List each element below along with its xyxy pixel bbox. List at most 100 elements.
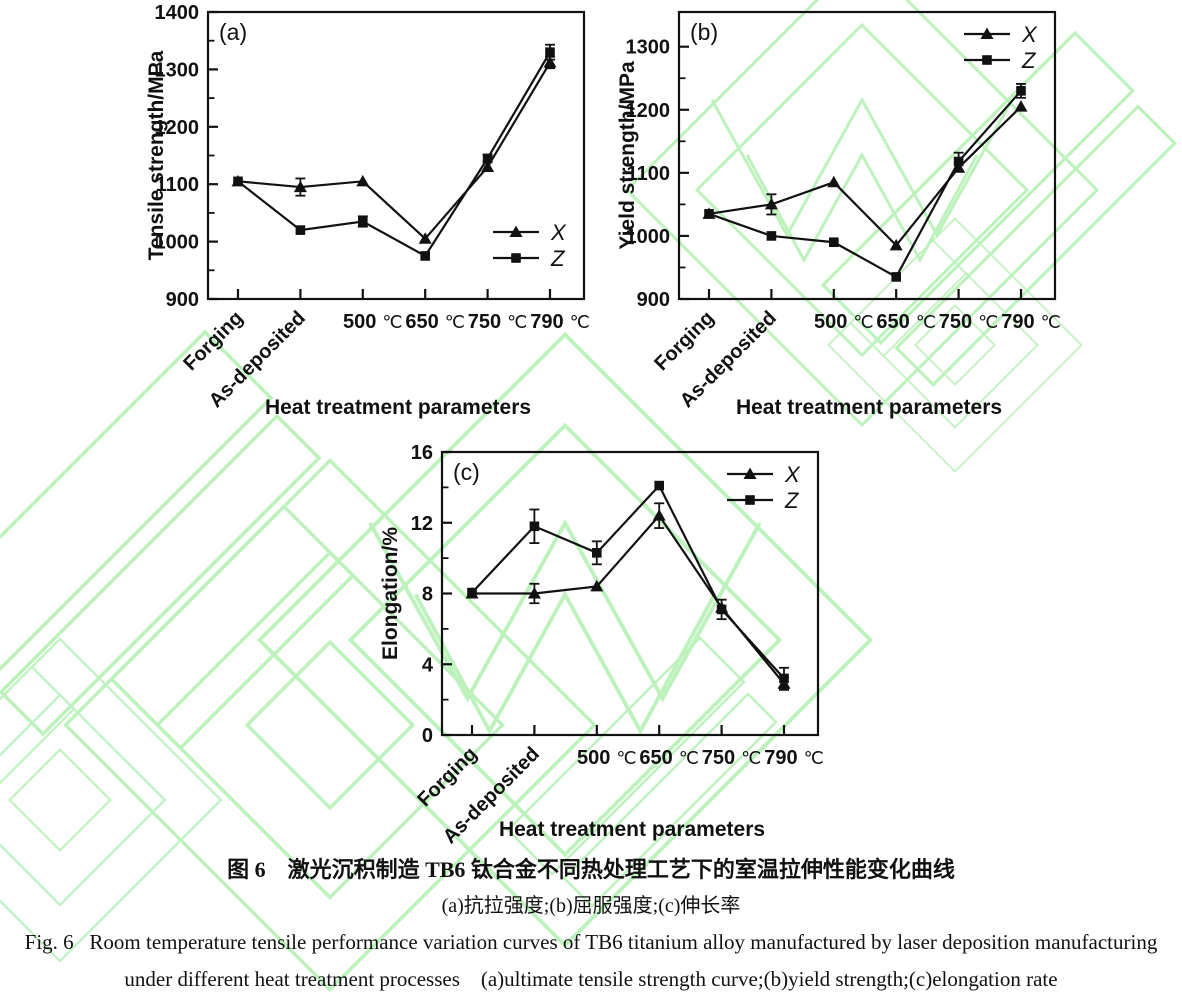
square-marker bbox=[829, 237, 839, 248]
square-marker bbox=[420, 251, 430, 261]
x-axis-title: Heat treatment parameters bbox=[265, 396, 531, 419]
square-marker bbox=[467, 587, 477, 598]
y-tick-label: 8 bbox=[422, 584, 433, 606]
series-Z-line bbox=[237, 51, 551, 258]
square-marker bbox=[654, 480, 664, 491]
square-marker bbox=[766, 231, 777, 241]
square-marker bbox=[295, 225, 306, 235]
triangle-marker bbox=[543, 56, 557, 68]
legend-label-Z: Z bbox=[784, 488, 800, 513]
square-marker bbox=[779, 673, 789, 684]
triangle-marker bbox=[481, 160, 495, 172]
legend-label-X: X bbox=[784, 462, 801, 487]
y-axis-title: Yield strength/MPa bbox=[616, 61, 639, 250]
legend: XZ bbox=[727, 462, 801, 513]
triangle-marker bbox=[418, 232, 432, 244]
legend-label-X: X bbox=[1021, 22, 1038, 47]
series-X bbox=[465, 502, 791, 691]
triangle-marker bbox=[980, 27, 994, 39]
panel-label: (a) bbox=[219, 19, 247, 45]
series-X-line bbox=[237, 61, 551, 241]
square-marker bbox=[1016, 86, 1026, 96]
x-category-label: 750 ℃ bbox=[468, 311, 528, 333]
series-Z-line bbox=[708, 90, 1022, 279]
x-category-label: 790 ℃ bbox=[764, 747, 824, 769]
square-marker bbox=[716, 604, 727, 615]
y-tick-label: 1200 bbox=[626, 100, 671, 122]
square-marker bbox=[545, 47, 555, 57]
square-marker bbox=[358, 216, 368, 227]
square-marker bbox=[529, 521, 540, 532]
axes bbox=[677, 10, 1057, 301]
square-marker bbox=[982, 55, 992, 65]
caption-title-zh: 图 6 激光沉积制造 TB6 钛合金不同热处理工艺下的室温拉伸性能变化曲线 bbox=[227, 857, 955, 882]
y-tick-label: 1100 bbox=[156, 174, 199, 196]
legend: XZ bbox=[964, 22, 1038, 73]
series-Z-line bbox=[471, 483, 785, 680]
x-category-label: 750 ℃ bbox=[939, 311, 999, 333]
y-tick-label: 0 bbox=[422, 725, 433, 747]
triangle-marker bbox=[356, 174, 370, 187]
y-tick-label: 1300 bbox=[626, 37, 671, 59]
square-marker bbox=[592, 548, 602, 558]
x-category-label: 790 ℃ bbox=[530, 311, 590, 333]
triangle-marker bbox=[293, 180, 307, 193]
x-category-label: 500 ℃ bbox=[343, 311, 403, 333]
caption-title-en: Fig. 6 Room temperature tensile performa… bbox=[24, 930, 1158, 954]
square-marker bbox=[953, 156, 964, 167]
y-tick-label: 1000 bbox=[626, 226, 671, 248]
series-Z bbox=[233, 43, 555, 261]
series-X-line bbox=[472, 513, 785, 685]
triangle-marker bbox=[1014, 100, 1028, 112]
x-axis-title: Heat treatment parameters bbox=[499, 818, 765, 841]
y-tick-label: 1400 bbox=[155, 2, 200, 24]
triangle-marker bbox=[889, 238, 903, 251]
y-axis-title: Elongation/% bbox=[379, 527, 402, 660]
series-X bbox=[231, 55, 557, 244]
square-marker bbox=[704, 209, 714, 219]
x-category-label: 500 ℃ bbox=[577, 747, 637, 769]
x-category-label: 500 ℃ bbox=[814, 311, 874, 333]
y-tick-label: 1000 bbox=[155, 232, 200, 254]
triangle-marker bbox=[590, 579, 604, 592]
y-tick-label: 1100 bbox=[627, 163, 670, 185]
x-category-label: 750 ℃ bbox=[702, 747, 762, 769]
y-tick-label: 16 bbox=[411, 442, 433, 464]
axes bbox=[206, 10, 586, 301]
y-axis-title: Tensile strength/MPa bbox=[145, 50, 168, 260]
y-tick-label: 900 bbox=[637, 289, 670, 311]
series-Z bbox=[467, 480, 789, 690]
legend: XZ bbox=[493, 220, 567, 271]
triangle-marker bbox=[764, 197, 778, 210]
square-marker bbox=[745, 495, 755, 505]
figure-caption: 图 6 激光沉积制造 TB6 钛合金不同热处理工艺下的室温拉伸性能变化曲线 (a… bbox=[0, 851, 1182, 998]
series-Z bbox=[704, 83, 1026, 282]
x-category-label: 650 ℃ bbox=[639, 747, 699, 769]
legend-label-X: X bbox=[550, 220, 567, 245]
x-category-label: 790 ℃ bbox=[1001, 311, 1061, 333]
triangle-marker bbox=[652, 509, 666, 521]
triangle-marker bbox=[527, 587, 541, 599]
square-marker bbox=[482, 153, 493, 164]
square-marker bbox=[891, 272, 901, 282]
legend-label-Z: Z bbox=[550, 246, 566, 271]
chart-tensile-strength: 90010001100120013001400ForgingAs-deposit… bbox=[145, 2, 590, 419]
legend-label-Z: Z bbox=[1021, 48, 1037, 73]
square-marker bbox=[511, 253, 521, 263]
plot-frame bbox=[440, 450, 820, 737]
y-tick-label: 1200 bbox=[155, 117, 200, 139]
x-axis-title: Heat treatment parameters bbox=[736, 396, 1002, 419]
triangle-marker bbox=[827, 175, 841, 188]
panel-label: (c) bbox=[453, 459, 480, 485]
square-marker bbox=[233, 176, 243, 187]
y-tick-label: 4 bbox=[422, 654, 434, 676]
caption-subtitle-en: under different heat treatment processes… bbox=[124, 967, 1058, 991]
triangle-marker bbox=[743, 467, 757, 479]
plot-frame bbox=[677, 10, 1057, 301]
caption-subtitle-zh: (a)抗拉强度;(b)屈服强度;(c)伸长率 bbox=[441, 895, 741, 917]
triangle-marker bbox=[509, 225, 523, 237]
y-tick-label: 12 bbox=[411, 513, 433, 535]
series-X-line bbox=[708, 105, 1022, 248]
